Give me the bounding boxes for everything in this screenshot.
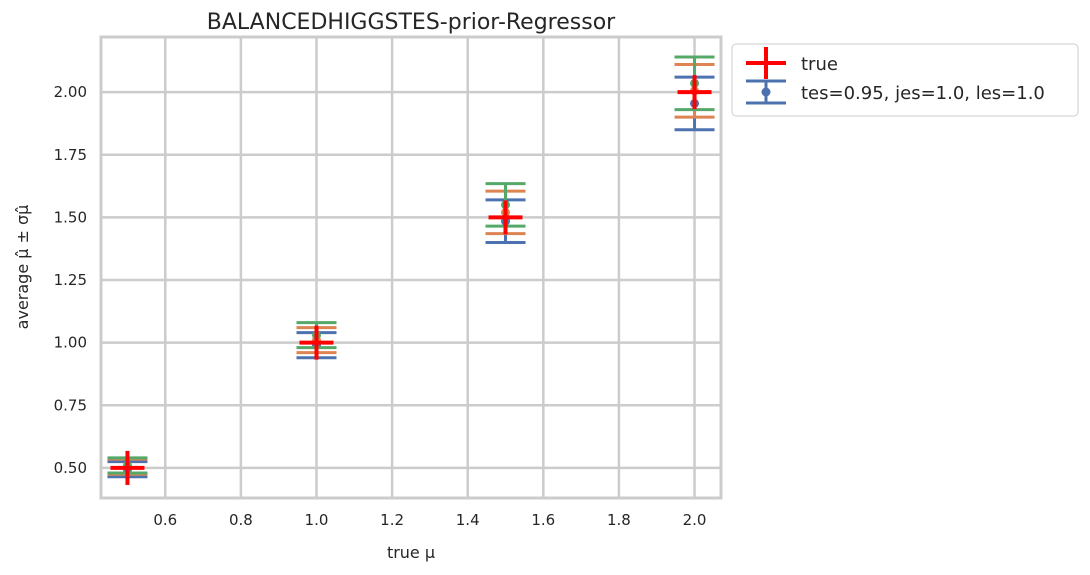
true-markers bbox=[110, 75, 712, 485]
series-0 bbox=[107, 75, 715, 479]
x-tick-label: 1.6 bbox=[531, 511, 555, 529]
series-2 bbox=[107, 55, 715, 475]
grid bbox=[101, 37, 721, 498]
y-axis-label: average μ̂ ± σμ̂ bbox=[13, 205, 32, 330]
legend-series-label: tes=0.95, jes=1.0, les=1.0 bbox=[801, 83, 1045, 104]
series-1 bbox=[107, 63, 715, 476]
y-tick-label: 1.25 bbox=[54, 271, 87, 289]
x-axis-label: true μ bbox=[387, 543, 435, 562]
y-tick-label: 1.75 bbox=[54, 146, 87, 164]
x-tick-label: 2.0 bbox=[683, 511, 707, 529]
x-tick-label: 1.4 bbox=[456, 511, 480, 529]
y-tick-label: 1.00 bbox=[54, 334, 87, 352]
legend-true-marker bbox=[746, 47, 786, 79]
legend-series-marker bbox=[746, 79, 786, 105]
data-marks bbox=[107, 55, 715, 485]
x-tick-label: 0.6 bbox=[153, 511, 177, 529]
chart-title: BALANCEDHIGGSTES-prior-Regressor bbox=[207, 10, 616, 35]
x-ticks: 0.6 0.8 1.0 1.2 1.4 1.6 1.8 2.0 bbox=[153, 511, 706, 529]
y-ticks: 0.50 0.75 1.00 1.25 1.50 1.75 2.00 bbox=[54, 83, 87, 477]
x-tick-label: 1.0 bbox=[305, 511, 329, 529]
plot-frame bbox=[99, 35, 723, 500]
x-tick-label: 0.8 bbox=[229, 511, 253, 529]
y-tick-label: 0.75 bbox=[54, 396, 87, 414]
y-tick-label: 1.50 bbox=[54, 208, 87, 226]
x-tick-label: 1.2 bbox=[380, 511, 404, 529]
legend-box bbox=[731, 43, 1079, 117]
x-tick-label: 1.8 bbox=[607, 511, 631, 529]
legend: true tes=0.95, jes=1.0, les=1.0 bbox=[731, 43, 1079, 117]
y-tick-label: 2.00 bbox=[54, 83, 87, 101]
legend-true-label: true bbox=[801, 54, 838, 75]
y-tick-label: 0.50 bbox=[54, 459, 87, 477]
